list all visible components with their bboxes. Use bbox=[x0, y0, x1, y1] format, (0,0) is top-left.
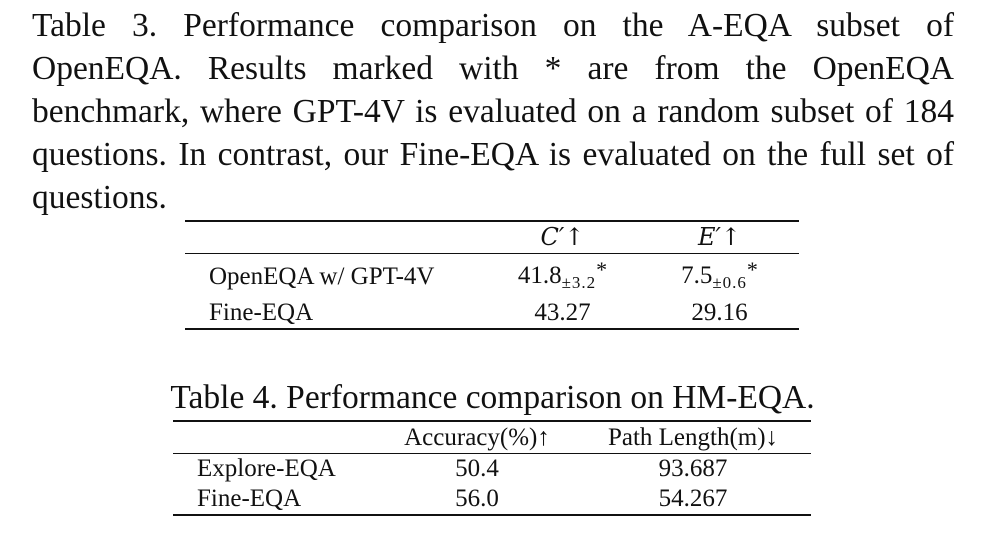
benchmark-mark: * bbox=[596, 257, 608, 282]
table3-method-cell: OpenEQA w/ GPT-4V bbox=[209, 262, 435, 290]
table4-caption: Table 4. Performance comparison on HM-EQ… bbox=[170, 379, 815, 416]
table3-header-method bbox=[185, 221, 485, 254]
benchmark-mark: * bbox=[746, 257, 758, 282]
table-row: Fine-EQA 43.27 29.16 bbox=[185, 298, 799, 329]
table-row: Fine-EQA 56.0 54.267 bbox=[173, 484, 811, 515]
table4-method-cell: Explore-EQA bbox=[197, 455, 336, 482]
table3-e-cell: 7.5±0.6* bbox=[640, 254, 799, 299]
table3-method-cell: Fine-EQA bbox=[209, 299, 314, 326]
table4-path-length-cell: 93.687 bbox=[658, 455, 728, 482]
table3-header-c: C′↑ bbox=[540, 223, 585, 251]
value: 41.8 bbox=[517, 262, 562, 289]
table-row: Explore-EQA 50.4 93.687 bbox=[173, 454, 811, 485]
table4-header-row: Accuracy(%)↑ Path Length(m)↓ bbox=[173, 421, 811, 454]
table4-accuracy-cell: 50.4 bbox=[455, 455, 499, 482]
table4-header-method bbox=[173, 421, 379, 454]
table3-caption: Table 3. Performance comparison on the A… bbox=[32, 7, 954, 216]
table3-header-e: E′↑ bbox=[697, 223, 742, 251]
table3-c-cell: 41.8±3.2* bbox=[485, 254, 640, 299]
table4-path-length-cell: 54.267 bbox=[658, 485, 728, 512]
value: 7.5 bbox=[681, 262, 713, 289]
table3-c-cell: 43.27 bbox=[534, 299, 591, 326]
table4-method-cell: Fine-EQA bbox=[197, 485, 302, 512]
table-row: OpenEQA w/ GPT-4V 41.8±3.2* 7.5±0.6* bbox=[185, 254, 799, 299]
table3: C′↑ E′↑ OpenEQA w/ GPT-4V 41.8±3.2* 7.5±… bbox=[185, 220, 799, 330]
table3-header-row: C′↑ E′↑ bbox=[185, 221, 799, 254]
std-dev: ±3.2 bbox=[561, 273, 597, 292]
table4: Accuracy(%)↑ Path Length(m)↓ Explore-EQA… bbox=[173, 420, 811, 516]
table4-accuracy-cell: 56.0 bbox=[455, 485, 499, 512]
table3-e-cell: 29.16 bbox=[691, 299, 748, 326]
std-dev: ±0.6 bbox=[712, 273, 747, 292]
table4-header-path-length: Path Length(m)↓ bbox=[607, 424, 779, 451]
table4-header-accuracy: Accuracy(%)↑ bbox=[404, 424, 550, 451]
